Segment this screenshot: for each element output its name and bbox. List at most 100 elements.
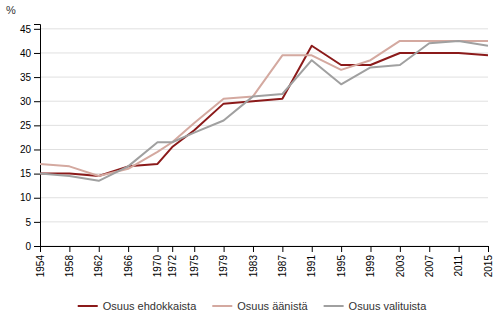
tick-label: 15 [20,168,32,179]
axis-line [41,247,489,253]
tick-mark [34,77,40,78]
tick-label: 40 [20,48,32,59]
tick: 25 [20,120,40,131]
tick: 1983 [248,246,259,277]
tick-label: 2011 [453,255,464,277]
tick-mark [40,246,41,252]
tick-label: 5 [25,217,31,228]
tick-label: 1962 [93,255,104,278]
tick: 5 [25,217,40,228]
tick: 1999 [365,246,376,277]
plot: 0510152025303540451954195819621966197019… [6,4,494,277]
tick-label: 1999 [365,255,376,278]
y-label: % [6,4,16,16]
tick-mark [400,246,401,252]
y-axis: 0 5 10 15 20 25 30 35 40 45 [20,24,41,252]
legend-swatch [324,305,344,307]
tick-label: 1966 [123,255,134,278]
legend: Osuus ehdokkaista Osuus äänistä Osuus vali… [78,300,427,312]
tick-mark [34,53,40,54]
tick-label: 45 [20,24,32,35]
tick-label: 1987 [277,255,288,278]
tick-mark [34,125,40,126]
tick: 0 [25,241,40,252]
tick-mark [34,29,40,30]
tick: 2007 [424,246,435,277]
tick-mark [194,246,195,252]
tick-mark [69,246,70,252]
tick-label: 10 [20,192,32,203]
tick-label: 1975 [189,255,200,278]
lines [40,41,488,181]
tick-mark [172,246,173,252]
tick-label: 1979 [218,255,229,278]
tick-label: 30 [20,96,32,107]
tick-label: 1970 [152,255,163,278]
tick-label: 2003 [395,255,406,278]
tick-mark [34,149,40,150]
tick-mark [370,246,371,252]
grid-line [40,125,488,126]
tick-mark [253,246,254,252]
tick: 1954 [35,246,46,277]
tick: 1958 [64,246,75,277]
tick-mark [282,246,283,252]
grid-line [40,28,488,29]
tick-mark [34,198,40,199]
legend-label: Osuus äänistä [237,300,308,312]
tick-mark [34,174,40,175]
chart: 0510152025303540451954195819621966197019… [0,0,504,320]
tick: 35 [20,72,40,83]
tick-mark [99,246,100,252]
tick: 20 [20,144,40,155]
tick: 1987 [277,246,288,277]
legend-item: Osuus ehdokkaista [78,300,197,312]
grid-line [40,77,488,78]
series-line [40,41,488,181]
tick-label: 1972 [167,255,178,278]
tick-label: 1958 [64,255,75,278]
legend-label: Osuus valituista [349,300,428,312]
tick-mark [158,246,159,252]
tick-label: 1954 [35,255,46,278]
tick-mark [459,246,460,252]
tick-mark [34,101,40,102]
tick-mark [34,222,40,223]
tick-mark [34,246,40,247]
tick: 1962 [93,246,104,277]
tick-mark [224,246,225,252]
tick: 2011 [453,246,464,277]
tick-label: 2015 [483,255,494,278]
tick-label: 1983 [248,255,259,278]
grid [40,29,488,246]
tick: 1991 [306,246,317,277]
tick: 10 [20,192,40,203]
legend-item: Osuus äänistä [212,300,308,312]
tick: 2015 [483,246,494,277]
tick-label: 1995 [336,255,347,278]
tick: 40 [20,48,40,59]
tick-label: 20 [20,144,32,155]
tick-label: 2007 [424,255,435,278]
tick: 1970 [152,246,163,277]
tick-label: 35 [20,72,32,83]
tick: 1966 [123,246,134,277]
tick: 1975 [189,246,200,277]
tick-mark [488,246,489,252]
series-line [40,46,488,176]
legend-swatch [212,305,232,307]
tick-label: 1991 [306,255,317,278]
tick: 1972 [167,246,178,277]
tick: 1979 [218,246,229,277]
tick: 2003 [395,246,406,277]
tick-mark [341,246,342,252]
tick: 1995 [336,246,347,277]
grid-line [40,149,488,150]
tick-label: 25 [20,120,32,131]
grid-line [40,221,488,222]
grid-line [40,197,488,198]
x-axis: 1954 1958 1962 1966 1970 1972 1975 1979 1983 1987… [35,246,494,277]
tick: 45 [20,24,40,35]
legend-label: Osuus ehdokkaista [103,300,197,312]
tick-mark [429,246,430,252]
